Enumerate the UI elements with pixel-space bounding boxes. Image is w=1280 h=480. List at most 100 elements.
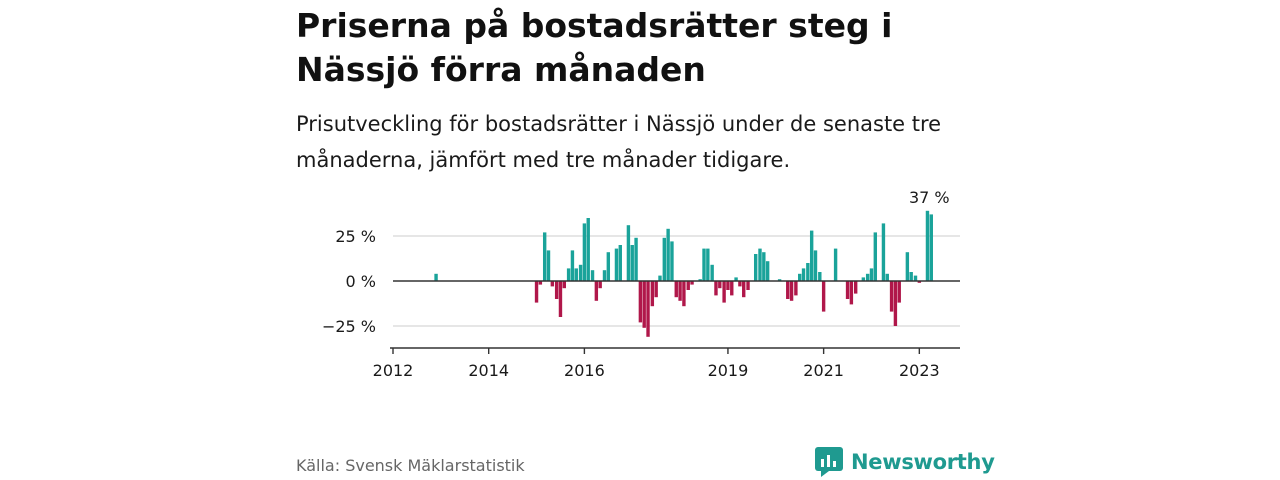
bar: [434, 273, 438, 281]
bar: [909, 272, 913, 281]
bar: [686, 281, 690, 290]
y-tick-label: 25 %: [335, 227, 376, 246]
page-subtitle: Prisutveckling för bostadsrätter i Nässj…: [296, 112, 942, 172]
bar: [666, 228, 670, 281]
bar: [813, 250, 818, 281]
bar: [682, 281, 686, 307]
latest-value-label: 37 %: [909, 188, 950, 207]
bar: [801, 268, 806, 281]
bar: [578, 264, 583, 281]
bar: [574, 268, 578, 281]
bar: [726, 281, 730, 290]
bar: [590, 270, 595, 281]
x-tick-label: 2023: [899, 361, 940, 380]
source-note: Källa: Svensk Mäklarstatistik: [296, 456, 525, 475]
bar: [845, 281, 850, 299]
bar: [734, 277, 738, 281]
bar: [554, 281, 559, 299]
newsworthy-logo-icon: [815, 447, 843, 477]
bar: [929, 214, 933, 281]
bar: [562, 281, 566, 289]
bar: [746, 281, 750, 290]
bar: [606, 252, 611, 281]
bar: [566, 268, 571, 281]
bar: [702, 248, 706, 281]
bar: [534, 281, 539, 303]
bar: [881, 223, 886, 281]
bar: [786, 281, 790, 299]
bar: [698, 279, 702, 281]
bar: [798, 273, 802, 281]
bar: [905, 252, 910, 281]
newsworthy-logo-text: Newsworthy: [851, 450, 995, 474]
bar: [558, 281, 563, 317]
x-tick-label: 2014: [468, 361, 509, 380]
bar: [738, 281, 742, 287]
bar: [873, 232, 878, 281]
bar: [818, 272, 822, 281]
bar: [678, 281, 682, 301]
bar: [753, 254, 758, 281]
bar: [730, 281, 734, 296]
y-tick-label: −25 %: [322, 317, 376, 336]
bar: [849, 281, 854, 305]
bar: [650, 281, 655, 307]
bar: [806, 263, 810, 281]
x-tick-label: 2021: [803, 361, 844, 380]
bar: [634, 237, 638, 281]
bar: [646, 281, 650, 337]
bar: [630, 245, 634, 281]
bar: [714, 281, 718, 296]
bar: [865, 273, 870, 281]
bar: [538, 281, 543, 285]
bar: [913, 275, 918, 281]
bar: [594, 281, 599, 301]
bar: [582, 223, 587, 281]
bar: [710, 264, 714, 281]
x-tick-label: 2019: [708, 361, 749, 380]
bar: [690, 281, 694, 285]
bar: [654, 281, 658, 298]
bar: [893, 281, 898, 326]
bar: [809, 230, 814, 281]
bar: [614, 248, 619, 281]
bar: [718, 281, 722, 289]
bar: [853, 281, 858, 294]
bar: [885, 273, 889, 281]
x-tick-label: 2012: [373, 361, 414, 380]
bar: [917, 281, 922, 283]
bar: [546, 250, 551, 281]
newsworthy-logo: Newsworthy: [815, 447, 995, 477]
bar: [586, 218, 590, 281]
x-tick-label: 2016: [564, 361, 605, 380]
bar: [889, 281, 894, 312]
bar: [638, 281, 643, 323]
bar: [602, 270, 607, 281]
bar: [550, 281, 555, 287]
bar: [758, 248, 762, 281]
bar: [742, 281, 746, 298]
bar: [925, 210, 930, 281]
bar: [658, 275, 662, 281]
y-tick-label: 0 %: [346, 272, 376, 291]
bar: [869, 268, 874, 281]
bar: [706, 248, 710, 281]
bar: [542, 232, 547, 281]
bar: [662, 237, 666, 281]
bar: [897, 281, 901, 303]
bar: [794, 281, 798, 296]
bar: [670, 241, 674, 281]
bar: [765, 261, 770, 281]
bar: [777, 279, 782, 281]
bar: [598, 281, 602, 289]
bar: [570, 250, 575, 281]
bar: [789, 281, 794, 301]
page-title: Priserna på bostadsrätter steg i Nässjö …: [296, 6, 893, 89]
bar: [861, 277, 866, 281]
bar: [626, 225, 631, 281]
bar: [762, 252, 766, 281]
bar: [821, 281, 826, 312]
bar: [833, 248, 838, 281]
bar: [618, 245, 622, 281]
